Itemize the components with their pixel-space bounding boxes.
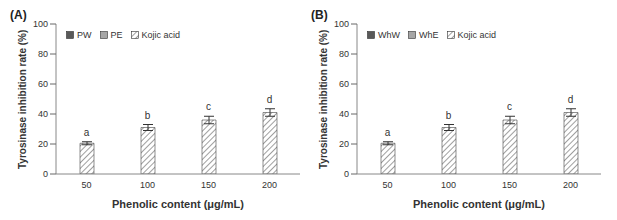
- svg-text:Tyrosinase inhibition rate (%): Tyrosinase inhibition rate (%): [17, 30, 28, 169]
- html-text:(B): (B): [311, 8, 328, 22]
- svg-text:b: b: [145, 110, 151, 121]
- svg-text:d: d: [267, 94, 273, 105]
- svg-text:d: d: [568, 94, 574, 105]
- svg-text:a: a: [385, 127, 391, 138]
- svg-text:Tyrosinase inhibition rate (%): Tyrosinase inhibition rate (%): [318, 30, 329, 169]
- svg-text:a: a: [84, 127, 90, 138]
- svg-text:100: 100: [441, 180, 456, 190]
- svg-text:200: 200: [563, 180, 578, 190]
- svg-text:20: 20: [38, 139, 48, 149]
- svg-text:60: 60: [38, 79, 48, 89]
- html-text:PW: PW: [77, 30, 92, 40]
- svg-text:60: 60: [339, 79, 349, 89]
- svg-text:40: 40: [339, 109, 349, 119]
- svg-text:150: 150: [201, 180, 216, 190]
- svg-text:b: b: [446, 110, 452, 121]
- svg-text:c: c: [206, 101, 211, 112]
- svg-text:80: 80: [38, 49, 48, 59]
- html-text:Kojic acid: Kojic acid: [141, 30, 180, 40]
- html-text:WhE: WhE: [419, 30, 439, 40]
- svg-text:100: 100: [140, 180, 155, 190]
- html-text:(A): (A): [10, 8, 27, 22]
- html-text:WhW: WhW: [378, 30, 400, 40]
- svg-text:100: 100: [33, 19, 48, 29]
- svg-text:50: 50: [81, 180, 91, 190]
- svg-text:100: 100: [334, 19, 349, 29]
- svg-text:40: 40: [38, 109, 48, 119]
- svg-text:Phenolic content (μg/mL): Phenolic content (μg/mL): [413, 198, 545, 210]
- html-text:PE: PE: [110, 30, 123, 40]
- svg-text:20: 20: [339, 139, 349, 149]
- svg-text:c: c: [507, 101, 512, 112]
- svg-text:50: 50: [382, 180, 392, 190]
- svg-text:200: 200: [262, 180, 277, 190]
- svg-text:80: 80: [339, 49, 349, 59]
- svg-text:Phenolic content (μg/mL): Phenolic content (μg/mL): [112, 198, 244, 210]
- svg-text:0: 0: [344, 169, 349, 179]
- svg-text:0: 0: [43, 169, 48, 179]
- html-text:Kojic acid: Kojic acid: [457, 30, 496, 40]
- svg-text:150: 150: [502, 180, 517, 190]
